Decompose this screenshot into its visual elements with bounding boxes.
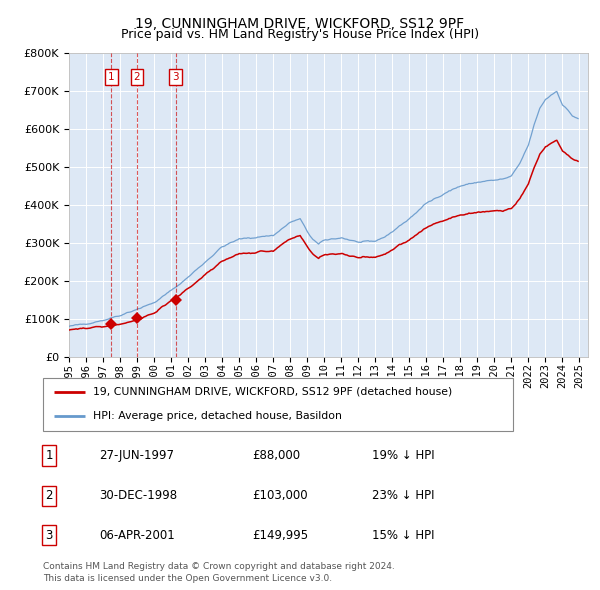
Text: 27-JUN-1997: 27-JUN-1997 [99,449,174,462]
Text: 30-DEC-1998: 30-DEC-1998 [99,489,177,502]
Text: HPI: Average price, detached house, Basildon: HPI: Average price, detached house, Basi… [92,411,341,421]
Text: £88,000: £88,000 [252,449,300,462]
Text: 3: 3 [172,73,179,83]
Text: £103,000: £103,000 [252,489,308,502]
Text: 1: 1 [108,73,115,83]
Text: 3: 3 [46,529,53,542]
FancyBboxPatch shape [43,378,513,431]
Text: Contains HM Land Registry data © Crown copyright and database right 2024.: Contains HM Land Registry data © Crown c… [43,562,395,571]
Text: 2: 2 [46,489,53,502]
Text: This data is licensed under the Open Government Licence v3.0.: This data is licensed under the Open Gov… [43,573,332,583]
Text: 2: 2 [134,73,140,83]
Text: 06-APR-2001: 06-APR-2001 [99,529,175,542]
Text: 19, CUNNINGHAM DRIVE, WICKFORD, SS12 9PF (detached house): 19, CUNNINGHAM DRIVE, WICKFORD, SS12 9PF… [92,387,452,397]
Text: 23% ↓ HPI: 23% ↓ HPI [372,489,434,502]
Text: 15% ↓ HPI: 15% ↓ HPI [372,529,434,542]
Text: £149,995: £149,995 [252,529,308,542]
Text: 1: 1 [46,449,53,462]
Text: 19% ↓ HPI: 19% ↓ HPI [372,449,434,462]
Text: 19, CUNNINGHAM DRIVE, WICKFORD, SS12 9PF: 19, CUNNINGHAM DRIVE, WICKFORD, SS12 9PF [136,17,464,31]
Text: Price paid vs. HM Land Registry's House Price Index (HPI): Price paid vs. HM Land Registry's House … [121,28,479,41]
